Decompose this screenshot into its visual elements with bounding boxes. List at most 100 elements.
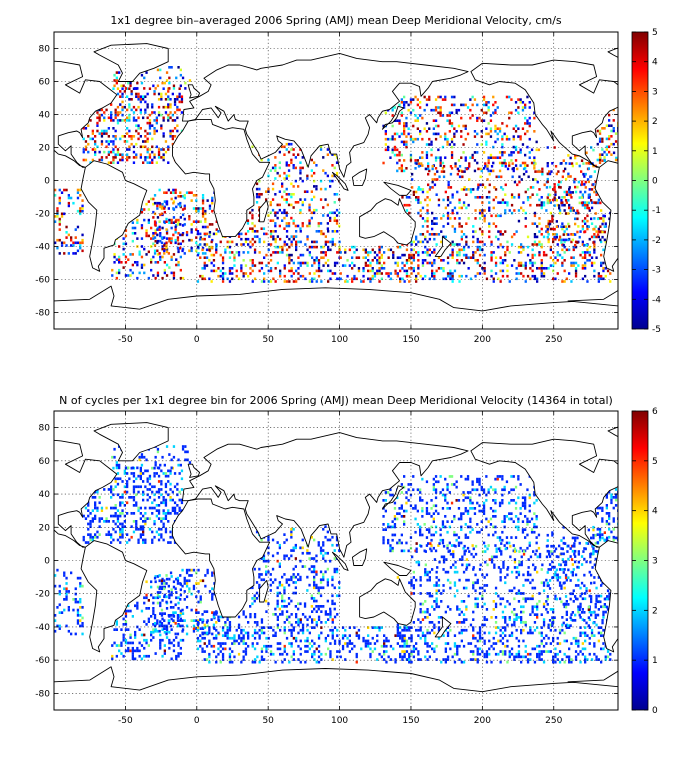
data-cell (131, 239, 134, 243)
data-cell (574, 269, 578, 273)
data-cell (274, 237, 277, 241)
data-cell (469, 650, 473, 653)
data-cell (485, 127, 488, 130)
data-cell (603, 127, 606, 130)
data-cell (197, 244, 200, 247)
data-cell (421, 631, 425, 635)
data-cell (504, 165, 507, 168)
data-cell (267, 644, 270, 648)
data-cell (119, 103, 122, 106)
data-cell (231, 636, 234, 640)
data-cell (114, 135, 117, 138)
data-cell (287, 142, 291, 146)
data-cell (105, 132, 108, 135)
grid-lines (54, 32, 618, 329)
data-cell (177, 250, 180, 254)
data-cell (290, 195, 293, 199)
data-cell (184, 87, 187, 90)
data-cell (114, 506, 117, 510)
data-cell (392, 647, 395, 651)
data-cell (301, 538, 304, 542)
data-cell (197, 252, 200, 255)
data-cell (563, 631, 566, 635)
data-cell (267, 269, 270, 273)
colorbar-tick-label: 0 (652, 177, 658, 187)
data-cell (376, 634, 379, 637)
data-cell (165, 600, 168, 604)
data-cell (221, 655, 225, 659)
data-cell (580, 201, 584, 205)
data-cell (304, 277, 307, 281)
data-cell (119, 530, 122, 534)
data-cell (132, 105, 136, 109)
data-cell (484, 162, 487, 165)
data-cell (608, 119, 611, 122)
data-cell (319, 222, 323, 225)
data-cell (322, 543, 325, 547)
data-cell (563, 652, 566, 656)
data-cell (448, 143, 451, 146)
data-cell (453, 243, 457, 246)
data-cell (515, 618, 518, 621)
data-cell (336, 230, 339, 233)
data-cell (490, 251, 493, 254)
data-cell (398, 122, 401, 125)
data-cell (495, 175, 498, 179)
data-cell (594, 225, 597, 228)
data-cell (524, 655, 527, 659)
data-cell (179, 609, 182, 613)
data-cell (244, 272, 248, 275)
data-cell (299, 652, 302, 656)
data-cell (203, 623, 206, 627)
data-cell (341, 636, 345, 640)
data-cell (91, 129, 94, 133)
data-cell (96, 129, 99, 133)
data-cell (534, 170, 537, 173)
data-cell (165, 607, 169, 610)
data-cell (433, 248, 436, 252)
data-cell (444, 277, 447, 281)
data-cell (199, 627, 202, 630)
data-cell (405, 167, 408, 170)
data-cell (448, 114, 451, 117)
data-cell (258, 634, 261, 637)
data-cell (472, 188, 475, 191)
colorbar-tick-label: 3 (652, 87, 658, 97)
data-cell (114, 480, 117, 483)
data-cell (163, 205, 166, 209)
data-cell (169, 541, 172, 544)
data-cell (603, 230, 606, 234)
data-cell (290, 243, 293, 246)
data-cell (147, 250, 150, 254)
data-cell (329, 269, 332, 273)
data-cell (122, 636, 125, 639)
data-cell (310, 557, 313, 560)
data-cell (127, 609, 130, 613)
data-cell (165, 71, 169, 74)
data-cell (592, 241, 595, 244)
data-cell (299, 169, 302, 172)
data-cell (339, 272, 342, 275)
data-cell (499, 269, 502, 273)
data-cell (546, 180, 549, 184)
data-cell (278, 583, 281, 587)
data-cell (405, 122, 408, 125)
data-cell (565, 618, 568, 621)
data-cell (297, 240, 300, 244)
data-cell (319, 549, 323, 552)
data-cell (285, 615, 289, 619)
data-cell (449, 201, 452, 204)
data-cell (142, 533, 145, 536)
data-cell (132, 156, 136, 159)
data-cell (154, 229, 157, 232)
data-cell (444, 95, 447, 99)
data-cell (94, 535, 97, 539)
data-cell (474, 230, 477, 233)
data-cell (556, 272, 559, 275)
data-cell (226, 628, 229, 632)
data-cell (512, 135, 515, 138)
data-cell (596, 142, 599, 146)
data-cell (506, 201, 509, 204)
data-cell (164, 474, 168, 478)
